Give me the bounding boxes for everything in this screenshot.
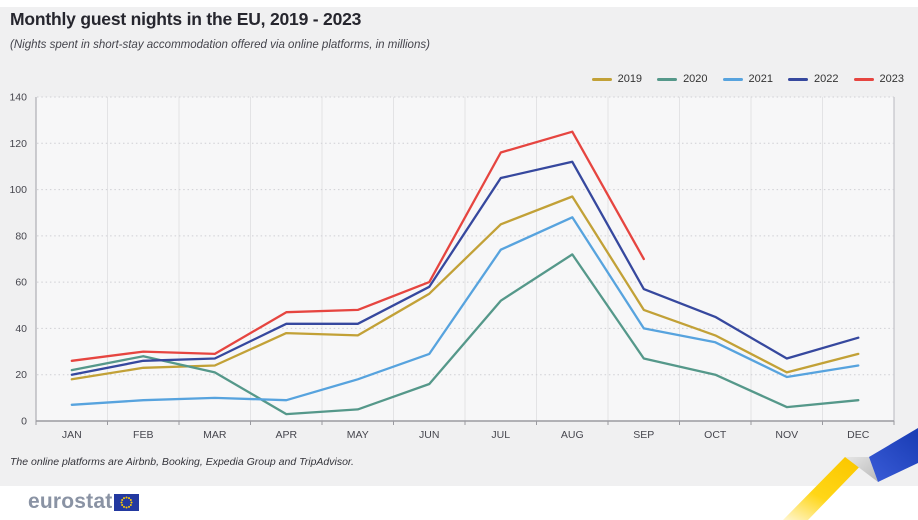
x-tick-label: MAR (203, 429, 227, 441)
y-tick-label: 120 (9, 138, 27, 150)
legend-label-2021: 2021 (748, 73, 774, 85)
line-chart-canvas: 0 20 40 60 80 100 120 140 JAN FEB MAR APR MAY JUN JUL A… (9, 92, 895, 441)
legend-item-2022: 2022 (788, 73, 839, 85)
legend-label-2023: 2023 (879, 73, 904, 85)
legend-swatch-2019-icon (591, 77, 612, 81)
eu-flag-icon (114, 493, 140, 511)
legend-label-2019: 2019 (617, 73, 643, 85)
x-tick-label: JAN (62, 429, 82, 441)
chart-title: Monthly guest nights in the EU, 2019 - 2… (10, 9, 362, 29)
y-tick-label: 80 (15, 230, 27, 242)
x-tick-label: NOV (775, 429, 798, 441)
ribbon-fold (845, 457, 878, 482)
bottom-margin (0, 486, 918, 520)
top-margin (0, 0, 918, 7)
series-line-2022 (70, 160, 860, 376)
chart-legend: 2019 2020 2021 2022 2023 (591, 73, 904, 85)
ribbon-decoration-icon (783, 428, 918, 520)
y-tick-label: 60 (15, 277, 27, 289)
eurostat-logo: eurostat (28, 490, 140, 514)
legend-item-2021: 2021 (722, 73, 774, 85)
series-line-2021 (70, 216, 860, 406)
x-tick-label: JUN (419, 429, 439, 441)
x-tick-label: AUG (561, 429, 584, 441)
x-tick-label: JUL (491, 429, 510, 441)
series-line-2023 (70, 130, 645, 362)
ribbon-blue-band (869, 428, 918, 482)
y-tick-label: 100 (9, 184, 27, 196)
y-tick-label: 0 (21, 416, 27, 428)
legend-swatch-2023-icon (853, 77, 874, 81)
legend-item-2020: 2020 (657, 73, 708, 85)
eurostat-logo-text: eurostat (28, 490, 113, 513)
ribbon-yellow-band (783, 457, 869, 520)
series-line-2020 (70, 253, 860, 416)
legend-swatch-2022-icon (788, 77, 809, 81)
y-tick-label: 140 (9, 92, 27, 104)
legend-item-2019: 2019 (591, 73, 643, 85)
series-line-2019 (70, 195, 860, 381)
y-tick-label: 40 (15, 323, 27, 335)
x-tick-label: OCT (704, 429, 727, 441)
legend-label-2020: 2020 (683, 73, 708, 85)
chart-subtitle: (Nights spent in short-stay accommodatio… (10, 39, 430, 51)
x-tick-label: SEP (633, 429, 654, 441)
x-tick-label: DEC (847, 429, 870, 441)
legend-label-2022: 2022 (814, 73, 839, 85)
legend-item-2023: 2023 (853, 73, 904, 85)
legend-swatch-2021-icon (722, 77, 743, 81)
x-tick-label: MAY (347, 429, 369, 441)
y-tick-label: 20 (15, 369, 27, 381)
x-tick-label: APR (275, 429, 297, 441)
footnote: The online platforms are Airbnb, Booking… (10, 456, 354, 468)
legend-swatch-2020-icon (657, 77, 678, 81)
x-tick-label: FEB (133, 429, 153, 441)
